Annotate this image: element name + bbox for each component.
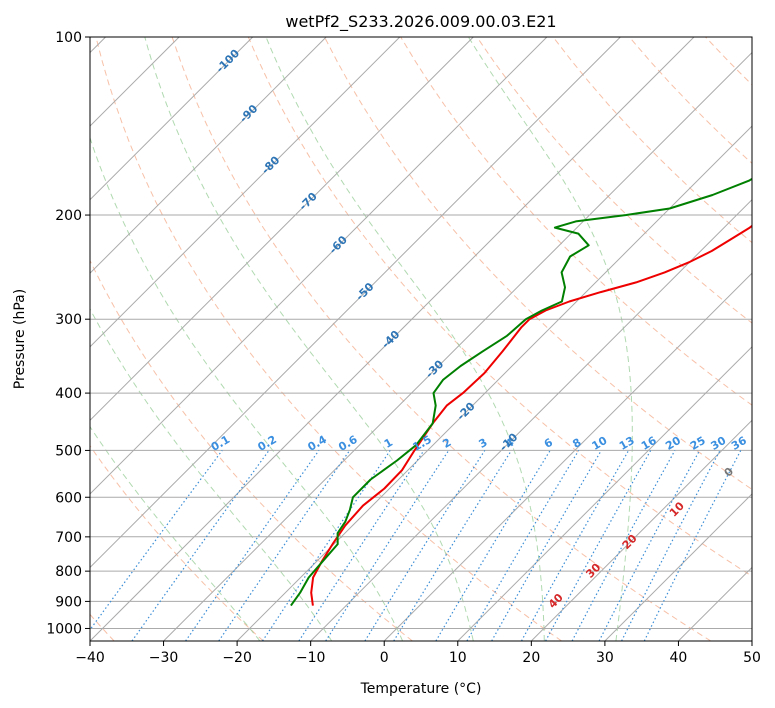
- moist-adiabat-line: [90, 307, 333, 641]
- y-tick-label: 900: [55, 594, 82, 610]
- mixing-ratio-line: [393, 450, 512, 641]
- y-axis-label: Pressure (hPa): [12, 289, 28, 389]
- mixing-ratio-label: 3: [476, 436, 489, 451]
- isotherm-line: [90, 37, 548, 495]
- y-tick-label: 300: [55, 312, 82, 328]
- mixing-ratio-line: [90, 450, 223, 631]
- y-tick-label: 100: [55, 30, 82, 46]
- dry-adiabat-line: [171, 37, 712, 641]
- isotherm-line: [457, 346, 752, 641]
- dewpoint-profile-line: [290, 177, 752, 607]
- isotherm-line: [310, 198, 752, 641]
- mixing-ratio-label: 2: [440, 436, 453, 451]
- line-labels: 0.1 0.2 0.4 0.6 1 1.5 2 3 4 6 8 10 13 16 20 25 30 36-100-…: [209, 47, 749, 611]
- y-tick-label: 400: [55, 386, 82, 402]
- dry-adiabat-line: [552, 37, 752, 244]
- dry-adiabat-line: [90, 259, 413, 641]
- dry-adiabat-line: [95, 37, 562, 641]
- dry-adiabat-line: [90, 444, 264, 641]
- moist-adiabat-line: [467, 37, 633, 641]
- moist-adiabat-line: [90, 136, 404, 641]
- isotherm-label: -80: [259, 153, 282, 176]
- mixing-ratio-line: [185, 450, 320, 641]
- mixing-ratio-line: [298, 450, 425, 641]
- mixing-ratio-line: [131, 450, 270, 641]
- isotherm-line: [90, 37, 621, 569]
- dry-adiabat-line: [628, 37, 752, 164]
- mixing-ratio-line: [261, 450, 391, 641]
- x-tick-label: −10: [296, 650, 326, 666]
- y-tick-label: 800: [55, 564, 82, 580]
- x-tick-label: 50: [743, 650, 761, 666]
- x-tick-label: −20: [222, 650, 252, 666]
- isotherm-line: [90, 37, 401, 348]
- plot-frame: [89, 36, 753, 642]
- isotherm-line: [678, 566, 752, 641]
- isotherm-line: [751, 640, 752, 641]
- mixing-ratio-line: [643, 450, 742, 641]
- x-tick-label: −30: [149, 650, 179, 666]
- chart-title: wetPf2_S233.2026.009.00.03.E21: [285, 12, 556, 32]
- isotherm-line: [90, 37, 254, 201]
- mixing-ratio-line: [571, 450, 676, 641]
- mixing-ratio-line: [435, 450, 551, 641]
- x-tick-label: 40: [670, 650, 688, 666]
- x-axis-label: Temperature (°C): [360, 681, 482, 697]
- sounding-series: [290, 177, 752, 607]
- mixing-ratio-line: [218, 450, 351, 641]
- moist-adiabat-line: [90, 425, 261, 641]
- moist-adiabat-label: 30: [583, 560, 603, 580]
- temperature-profile-line: [310, 224, 752, 606]
- y-tick-label: 700: [55, 530, 82, 546]
- isotherm-line: [90, 37, 327, 274]
- moist-adiabat-line: [265, 37, 545, 641]
- mixing-ratio-label: 6: [542, 436, 555, 451]
- x-tick-label: −40: [75, 650, 105, 666]
- isotherm-line: [90, 37, 474, 422]
- isotherm-line: [530, 419, 752, 641]
- axes: −40 −30 −20 −10 0 10 20 30 40 50 100 200 300 400 500 60…: [46, 30, 761, 666]
- y-tick-label: 1000: [46, 621, 82, 637]
- moist-adiabat-line: [144, 37, 474, 641]
- dry-adiabat-line: [705, 37, 752, 86]
- mixing-ratio-line: [545, 450, 652, 641]
- x-tick-label: 20: [522, 650, 540, 666]
- dry-adiabat-line: [324, 37, 752, 490]
- mixing-ratio-line: [325, 450, 450, 641]
- isotherm-line: [90, 37, 695, 641]
- y-tick-label: 200: [55, 208, 82, 224]
- x-tick-label: 30: [596, 650, 614, 666]
- x-tick-label: 10: [449, 650, 467, 666]
- isotherm-line: [383, 272, 752, 641]
- y-tick-label: 600: [55, 490, 82, 506]
- y-tick-label: 500: [55, 443, 82, 459]
- dry-adiabat-line: [247, 37, 752, 577]
- mixing-ratio-line: [364, 450, 486, 641]
- mixing-ratio-line: [598, 450, 701, 641]
- x-tick-label: 0: [380, 650, 389, 666]
- mixing-ratio-line: [520, 450, 630, 641]
- mixing-ratio-label: 1: [382, 436, 395, 451]
- isotherm-line: [604, 493, 752, 641]
- isotherm-line: [163, 51, 752, 641]
